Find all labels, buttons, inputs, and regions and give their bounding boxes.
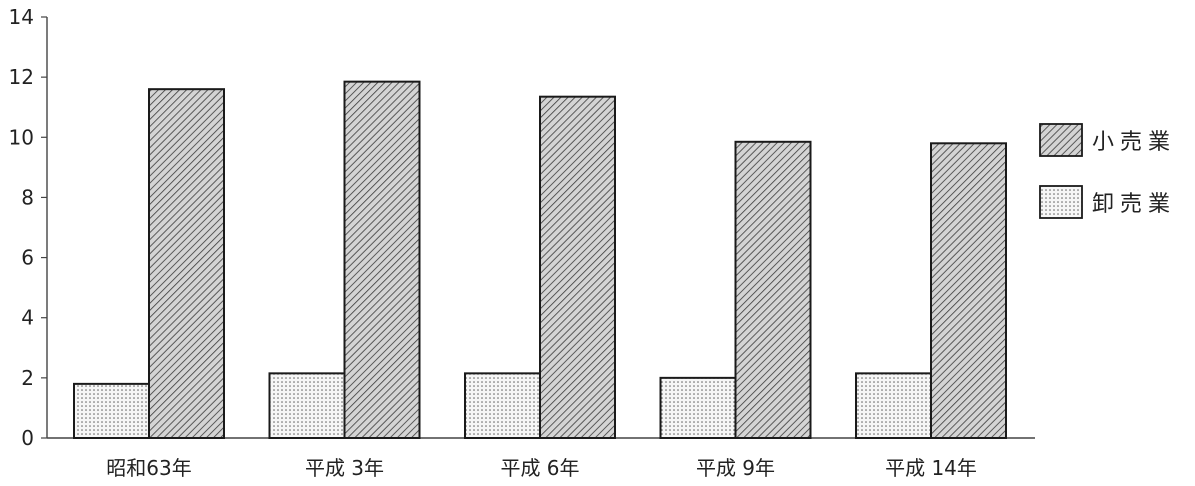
bar-retail: [539, 95, 616, 439]
y-tick-label: 14: [9, 5, 34, 29]
y-tick-label: 12: [9, 65, 34, 89]
y-tick-label: 6: [21, 246, 34, 270]
bar-wholesale: [268, 372, 346, 440]
plot-area: 0 2 4 6 8 10 12 14 昭和63年 平成 3年 平成 6年 平成 9年 平成 14年: [9, 5, 1035, 480]
bar-wholesale: [464, 372, 541, 440]
legend-swatch: [1039, 123, 1083, 157]
y-tick-label: 4: [21, 306, 34, 330]
x-category-label: 平成 14年: [885, 456, 977, 480]
y-tick-label: 0: [21, 426, 34, 450]
bar-retail: [343, 80, 421, 440]
x-category-label: 平成 3年: [305, 456, 384, 480]
legend-label: 卸売業: [1092, 192, 1176, 217]
y-tick-label: 2: [21, 366, 34, 390]
legend-swatch: [1039, 185, 1083, 219]
x-category-label: 平成 9年: [696, 456, 775, 480]
bar-wholesale: [73, 382, 150, 439]
bar-retail: [930, 142, 1007, 440]
y-tick-label: 8: [21, 185, 34, 209]
bar-wholesale: [855, 372, 932, 440]
legend-label: 小売業: [1092, 130, 1176, 155]
bar-retail: [734, 140, 812, 440]
bar-wholesale: [659, 376, 737, 440]
y-tick-label: 10: [9, 125, 34, 149]
x-category-label: 平成 6年: [500, 456, 579, 480]
bar-retail: [148, 88, 225, 440]
x-category-label: 昭和63年: [106, 456, 191, 480]
